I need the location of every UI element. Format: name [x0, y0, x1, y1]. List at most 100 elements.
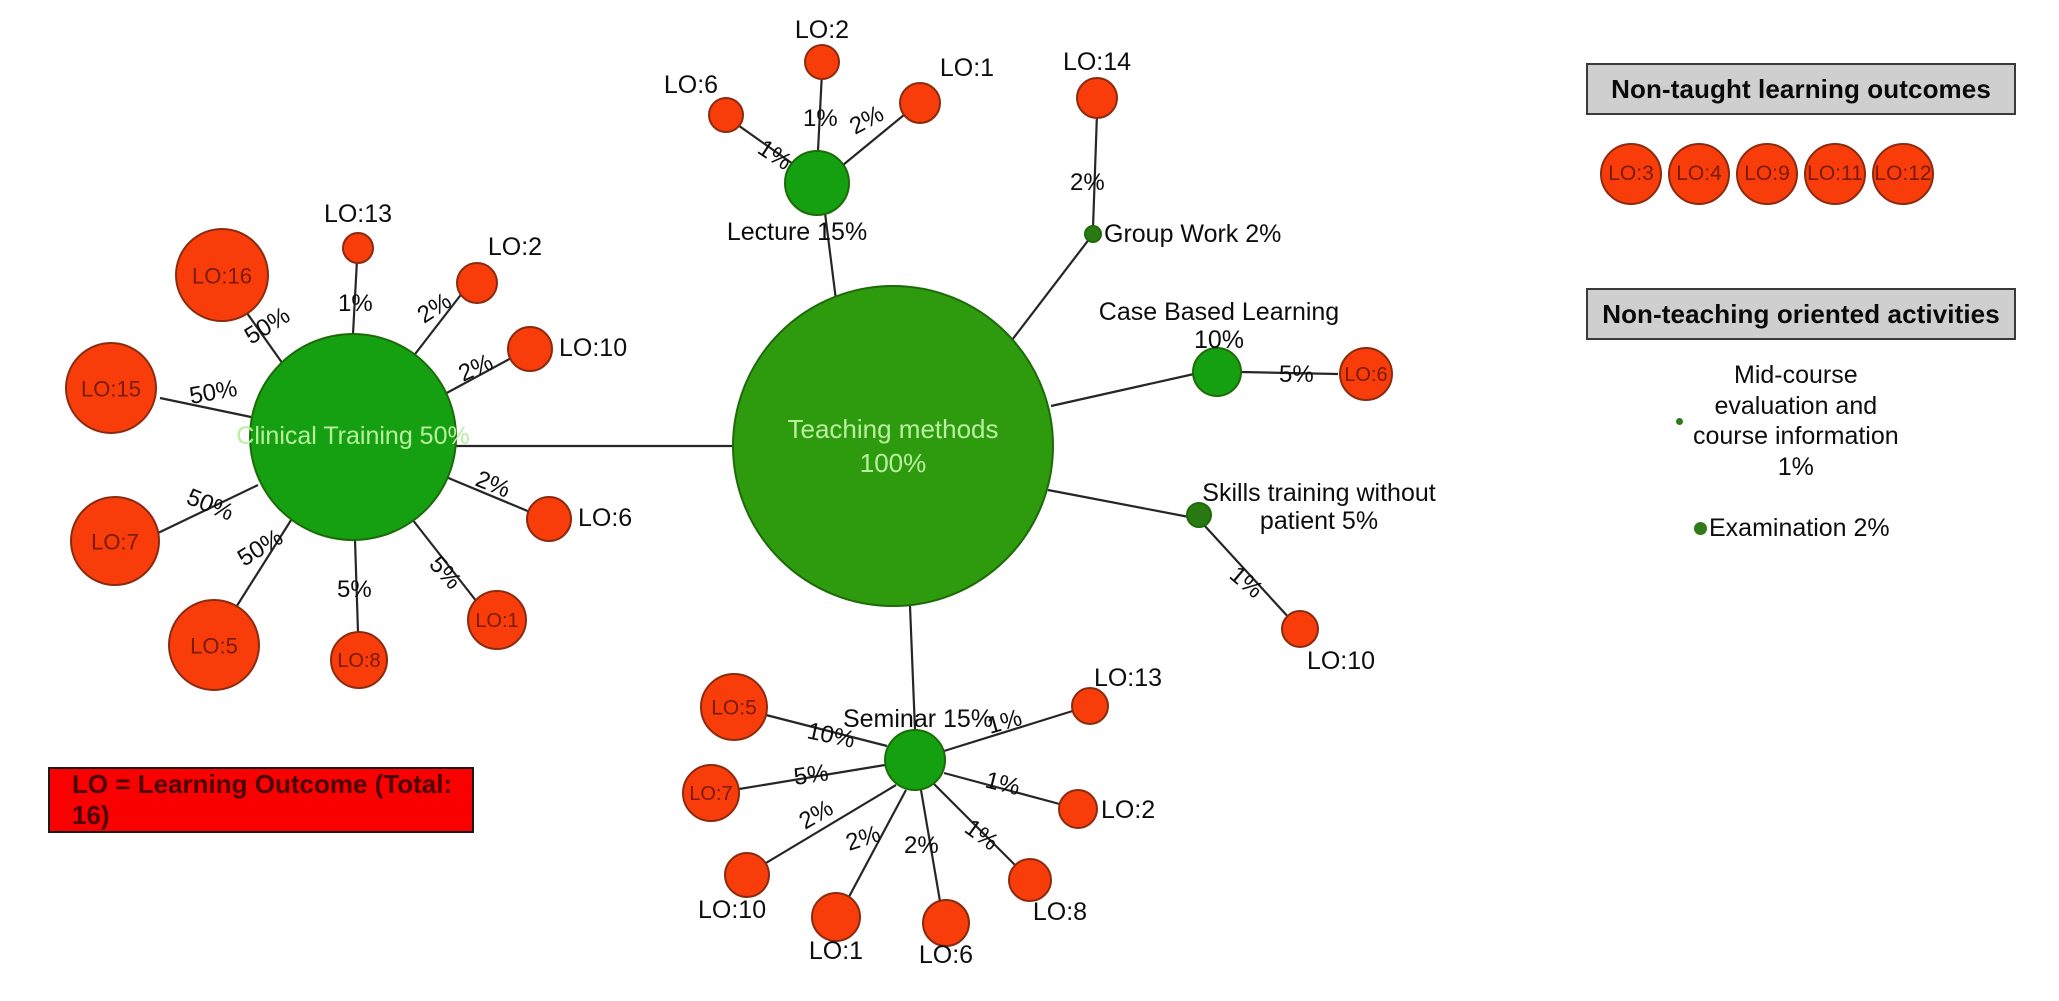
lo-label-lecture-lo1: LO:1	[940, 54, 994, 82]
lo-label-seminar-lo10: LO:10	[698, 896, 766, 924]
legend-activity-mid-course: Mid-course evaluation and course informa…	[1676, 360, 1926, 482]
legend-lo-key: LO = Learning Outcome (Total: 16)	[48, 767, 474, 833]
method-node-seminar[interactable]	[884, 729, 946, 791]
edge-seminar-lo1	[842, 789, 907, 909]
lo-label-lecture-lo2: LO:2	[795, 16, 849, 44]
legend-lo-key-label: LO = Learning Outcome (Total: 16)	[72, 769, 453, 830]
lo-node-lecture-lo2[interactable]	[804, 44, 840, 80]
method-label-skills-training-line1: Skills training without	[1202, 479, 1435, 507]
lo-node-seminar-lo1[interactable]	[811, 892, 861, 942]
lo-label-clinical-lo15: LO:15	[81, 377, 141, 402]
method-label-case-based-learning-line2: 10%	[1194, 326, 1244, 354]
lo-node-seminar-lo2[interactable]	[1058, 789, 1098, 829]
method-label-lecture: Lecture 15%	[727, 218, 867, 246]
edge-groupwork-lo14	[1091, 112, 1099, 229]
pct-lecture-lo2: 1%	[803, 105, 838, 132]
pct-clinical-lo5: 50%	[233, 524, 288, 572]
lo-node-clinical-lo2[interactable]	[456, 262, 498, 304]
pct-groupwork-lo14: 2%	[1070, 169, 1105, 196]
pct-seminar-lo6: 2%	[904, 832, 939, 859]
lo-node-clinical-lo7[interactable]	[70, 496, 160, 586]
edge-clinical-lo10	[442, 355, 516, 396]
legend-activity-mid-course-label: Mid-course evaluation and course informa…	[1693, 361, 1899, 481]
lo-node-clinical-lo15[interactable]	[65, 342, 157, 434]
lo-label-groupwork-lo14: LO:14	[1063, 48, 1131, 76]
lo-node-lecture-lo6[interactable]	[708, 97, 744, 133]
legend-non-taught-items: LO:3 LO:4 LO:9 LO:11 LO:12	[1600, 143, 1934, 205]
lo-node-cbl-lo6[interactable]	[1339, 347, 1393, 401]
edge-lecture-lo6	[734, 122, 794, 165]
edge-clinical-lo7	[157, 484, 259, 534]
lo-node-clinical-lo5[interactable]	[168, 599, 260, 691]
legend-lo-chip-11[interactable]: LO:11	[1804, 143, 1866, 205]
edge-lecture-lo2	[816, 71, 824, 152]
clinical-edges	[157, 259, 531, 633]
lo-label-seminar-lo6: LO:6	[919, 941, 973, 969]
lo-node-seminar-lo6[interactable]	[922, 899, 970, 947]
method-node-group-work[interactable]	[1084, 225, 1102, 243]
legend-non-teaching-title: Non-teaching oriented activities	[1602, 298, 2000, 329]
lo-label-clinical-lo2: LO:2	[488, 233, 542, 261]
edge-clinical-lo1	[411, 518, 478, 603]
legend-lo-chip-3-label: LO:3	[1608, 162, 1654, 185]
lo-label-clinical-lo7: LO:7	[91, 530, 139, 555]
lo-node-groupwork-lo14[interactable]	[1076, 77, 1118, 119]
pct-clinical-lo8: 5%	[337, 576, 372, 603]
edge-teaching-cbl	[1050, 372, 1195, 408]
legend-lo-chip-12[interactable]: LO:12	[1872, 143, 1934, 205]
groupwork-pct-labels: 2%	[1070, 169, 1105, 196]
edge-teaching-groupwork	[1011, 237, 1091, 341]
lo-node-seminar-lo7[interactable]	[682, 764, 740, 822]
legend-non-teaching-header: Non-teaching oriented activities	[1586, 288, 2016, 340]
method-node-lecture[interactable]	[784, 150, 850, 216]
edge-clinical-lo5	[227, 516, 294, 621]
lo-label-seminar-lo2: LO:2	[1101, 796, 1155, 824]
edge-seminar-lo10	[755, 784, 897, 870]
cbl-edges	[1240, 370, 1339, 376]
lo-node-clinical-lo10[interactable]	[507, 326, 553, 372]
legend-lo-chip-4-label: LO:4	[1676, 162, 1722, 185]
lo-label-lecture-lo6: LO:6	[664, 71, 718, 99]
lo-label-seminar-lo8: LO:8	[1033, 898, 1087, 926]
edge-clinical-lo2	[411, 291, 464, 359]
edge-lecture-lo1	[842, 109, 911, 166]
lo-node-seminar-lo8[interactable]	[1008, 858, 1052, 902]
lo-node-lecture-lo1[interactable]	[899, 82, 941, 124]
lo-node-skills-lo10[interactable]	[1281, 610, 1319, 648]
lo-node-clinical-lo8[interactable]	[330, 631, 388, 689]
lo-label-seminar-lo13: LO:13	[1094, 664, 1162, 692]
edge-teaching-lecture	[823, 212, 838, 301]
edge-clinical-lo13	[351, 259, 359, 335]
legend-activity-examination: Examination 2%	[1694, 513, 1890, 544]
lo-node-clinical-lo6[interactable]	[526, 496, 572, 542]
clinical-lo-nodes: LO:16 LO:13 LO:2 LO:10 LO:15 LO:6 LO:7 L…	[65, 200, 632, 691]
legend-lo-chip-4[interactable]: LO:4	[1668, 143, 1730, 205]
skills-pct-labels: 1%	[1224, 561, 1268, 604]
method-node-teaching-methods[interactable]	[732, 285, 1054, 607]
legend-non-taught-title: Non-taught learning outcomes	[1611, 73, 1991, 104]
lo-node-clinical-lo16[interactable]	[175, 228, 269, 322]
pct-seminar-lo1: 2%	[843, 820, 884, 856]
pct-skills-lo10: 1%	[1224, 561, 1268, 604]
lo-node-clinical-lo1[interactable]	[467, 590, 527, 650]
pct-seminar-lo2: 1%	[983, 767, 1023, 802]
edge-teaching-seminar	[908, 605, 917, 731]
pct-clinical-lo2: 2%	[413, 287, 457, 329]
method-node-clinical-training[interactable]	[249, 333, 457, 541]
lo-node-seminar-lo10[interactable]	[724, 852, 770, 898]
pct-clinical-lo6: 2%	[472, 466, 514, 504]
legend-lo-chip-9[interactable]: LO:9	[1736, 143, 1798, 205]
legend-lo-chip-3[interactable]: LO:3	[1600, 143, 1662, 205]
method-node-case-based-learning[interactable]	[1192, 347, 1242, 397]
pct-clinical-lo15: 50%	[187, 375, 239, 410]
lo-label-clinical-lo8: LO:8	[337, 650, 380, 672]
lo-label-seminar-lo5: LO:5	[711, 697, 757, 720]
legend-lo-chip-11-label: LO:11	[1807, 162, 1863, 185]
lo-label-clinical-lo16: LO:16	[192, 264, 252, 289]
lo-node-seminar-lo13[interactable]	[1071, 687, 1109, 725]
seminar-edges	[732, 707, 1080, 914]
lo-node-seminar-lo5[interactable]	[700, 673, 768, 741]
lo-node-clinical-lo13[interactable]	[342, 232, 374, 264]
method-node-skills-training[interactable]	[1186, 502, 1212, 528]
